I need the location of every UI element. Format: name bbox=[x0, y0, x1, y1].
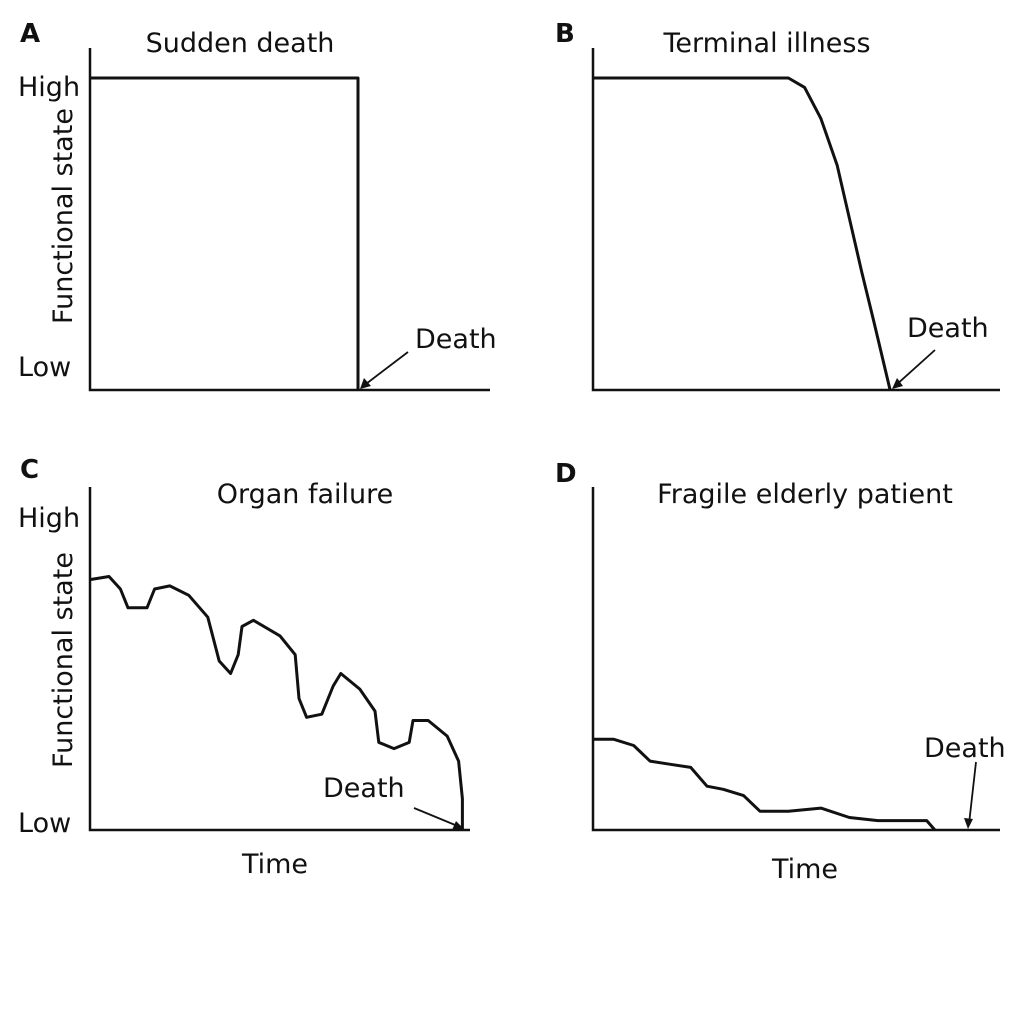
panel-a: A Sudden death High Low Functional state… bbox=[18, 19, 497, 392]
y-tick-high: High bbox=[18, 72, 80, 103]
death-arrow bbox=[360, 351, 409, 389]
y-axis-label: Functional state bbox=[48, 552, 79, 768]
axes bbox=[591, 48, 1000, 392]
death-arrow bbox=[964, 761, 977, 829]
panel-title: Organ failure bbox=[217, 479, 394, 510]
death-annotation: Death bbox=[415, 324, 497, 355]
death-arrow bbox=[892, 349, 936, 389]
death-annotation: Death bbox=[907, 313, 989, 344]
y-tick-low: Low bbox=[18, 352, 71, 383]
axes bbox=[591, 487, 1000, 832]
panel-letter: C bbox=[20, 455, 39, 485]
panel-letter: D bbox=[555, 459, 577, 489]
trajectory-line bbox=[593, 737, 937, 831]
axes bbox=[88, 487, 470, 832]
x-axis-label: Time bbox=[771, 854, 838, 885]
death-annotation: Death bbox=[924, 733, 1006, 764]
panel-d: D Fragile elderly patient Time Death bbox=[555, 459, 1006, 885]
death-arrow bbox=[413, 807, 464, 830]
panel-title: Sudden death bbox=[146, 28, 335, 59]
trajectory-line bbox=[90, 76, 360, 390]
x-axis-label: Time bbox=[241, 849, 308, 880]
trajectory-line bbox=[593, 76, 892, 391]
trajectory-line bbox=[89, 575, 464, 830]
y-tick-low: Low bbox=[18, 808, 71, 839]
panel-letter: B bbox=[555, 19, 575, 49]
panel-b: B Terminal illness Death bbox=[555, 19, 1000, 392]
panel-letter: A bbox=[20, 19, 40, 49]
panel-c: C Organ failure High Low Functional stat… bbox=[18, 455, 470, 880]
panel-title: Fragile elderly patient bbox=[657, 479, 953, 510]
y-tick-high: High bbox=[18, 503, 80, 534]
y-axis-label: Functional state bbox=[48, 108, 79, 324]
panel-title: Terminal illness bbox=[662, 28, 870, 59]
death-annotation: Death bbox=[323, 773, 405, 804]
